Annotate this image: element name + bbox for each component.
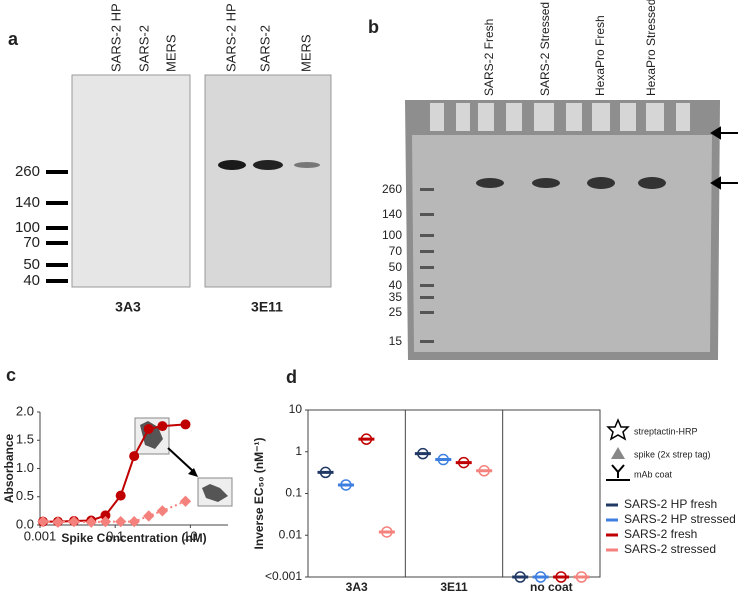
- panel-label: d: [286, 367, 297, 387]
- point: [129, 451, 140, 462]
- panel-label: b: [368, 17, 379, 37]
- marker-label: 15: [389, 334, 403, 348]
- band: [294, 162, 320, 168]
- point: [115, 515, 127, 528]
- lane-label: MERS: [298, 34, 313, 72]
- ladder: [420, 188, 434, 343]
- band: [253, 160, 283, 170]
- lane-label: HexaPro Fresh: [593, 15, 607, 96]
- y-tick-label: 2.0: [16, 403, 34, 418]
- y-tick-label: 1: [295, 444, 302, 458]
- marker-dash: [46, 279, 68, 283]
- y-icon: [606, 464, 630, 481]
- structure: [202, 484, 228, 502]
- x-axis-label: Spike Concentration (nM): [61, 531, 206, 545]
- point: [52, 516, 64, 528]
- marker-dash: [46, 226, 68, 230]
- point: [68, 515, 80, 528]
- marker-label: 100: [382, 228, 402, 242]
- x-tick-label: no coat: [530, 580, 573, 594]
- arrows: [710, 126, 738, 190]
- marker-label: 260: [382, 182, 402, 196]
- point: [179, 495, 192, 507]
- x-tick-label: 3E11: [440, 580, 468, 594]
- y-tick-label: 0.01: [279, 527, 303, 541]
- legend-label: SARS-2 HP fresh: [624, 497, 717, 511]
- arrow-head: [188, 468, 198, 477]
- triangle-icon: [611, 447, 625, 459]
- y-tick-label: <0.001: [265, 569, 302, 583]
- series-line: [42, 500, 186, 524]
- marker-dash: [46, 241, 68, 245]
- gel-bands: [476, 177, 666, 189]
- lane-label: SARS-2: [136, 25, 151, 72]
- lane-label: SARS-2 HP: [223, 3, 238, 72]
- point: [143, 510, 155, 522]
- y-tick-label: 1.0: [16, 460, 34, 475]
- marker-label: 140: [382, 207, 402, 221]
- antibody-label: 3E11: [251, 299, 283, 315]
- x-tick-label: 0.001: [24, 528, 57, 543]
- y-axis-label: Inverse EC₅₀ (nM⁻¹): [252, 438, 266, 550]
- marker-label: 140: [15, 194, 40, 211]
- marker-label: 50: [389, 260, 403, 274]
- star-icon: [606, 418, 630, 441]
- lane-label: HexaPro Stressed: [644, 0, 658, 96]
- lane-label: SARS-2 HP: [108, 3, 123, 72]
- marker-label: 40: [23, 272, 40, 289]
- marker-label: 70: [389, 244, 403, 258]
- blot: [71, 74, 191, 288]
- marker-label: 70: [23, 234, 40, 251]
- antibody-label: 3A3: [115, 299, 141, 315]
- point: [100, 510, 111, 521]
- band: [218, 160, 246, 170]
- point: [143, 423, 154, 434]
- marker-label: 40: [389, 278, 403, 292]
- y-axis-label: Absorbance: [2, 434, 16, 504]
- y-tick-label: 0.1: [285, 486, 302, 500]
- point: [180, 419, 191, 430]
- marker-label: 260: [15, 163, 40, 180]
- y-tick-label: 1.5: [16, 432, 34, 447]
- y-tick-label: 0.5: [16, 488, 34, 503]
- marker-label: 25: [389, 305, 403, 319]
- annotation: spike (2x strep tag): [634, 449, 711, 459]
- point: [115, 490, 126, 501]
- marker-label: 50: [23, 256, 40, 273]
- point: [157, 421, 168, 432]
- annotation: mAb coat: [634, 469, 673, 479]
- plot-frame: [307, 409, 601, 578]
- arrow: [167, 447, 195, 473]
- legend-label: SARS-2 fresh: [624, 527, 697, 541]
- blot: [204, 74, 332, 288]
- lane-label: SARS-2: [257, 25, 272, 72]
- panel-label: a: [8, 29, 19, 49]
- marker-dash: [46, 170, 68, 174]
- legend-label: SARS-2 stressed: [624, 542, 716, 556]
- lane-label: SARS-2 Fresh: [482, 19, 496, 96]
- wells: [430, 103, 690, 131]
- gel-body: [412, 135, 712, 352]
- point: [37, 515, 49, 528]
- x-tick-label: 0.1: [106, 528, 124, 543]
- marker-dash: [46, 263, 68, 267]
- point: [128, 515, 140, 528]
- x-tick-label: 10: [183, 528, 197, 543]
- x-tick-label: 3A3: [346, 580, 368, 594]
- y-tick-label: 0.0: [16, 516, 34, 531]
- lane-label: SARS-2 Stressed: [538, 2, 552, 96]
- panel-label: c: [6, 365, 16, 385]
- point: [156, 505, 169, 517]
- y-tick-label: 10: [289, 402, 303, 416]
- series-line: [42, 423, 186, 523]
- legend-label: SARS-2 HP stressed: [624, 512, 736, 526]
- marker-label: 100: [15, 219, 40, 236]
- marker-dash: [46, 201, 68, 205]
- lane-label: MERS: [163, 34, 178, 72]
- marker-label: 35: [389, 290, 403, 304]
- annotation: streptactin-HRP: [634, 426, 698, 436]
